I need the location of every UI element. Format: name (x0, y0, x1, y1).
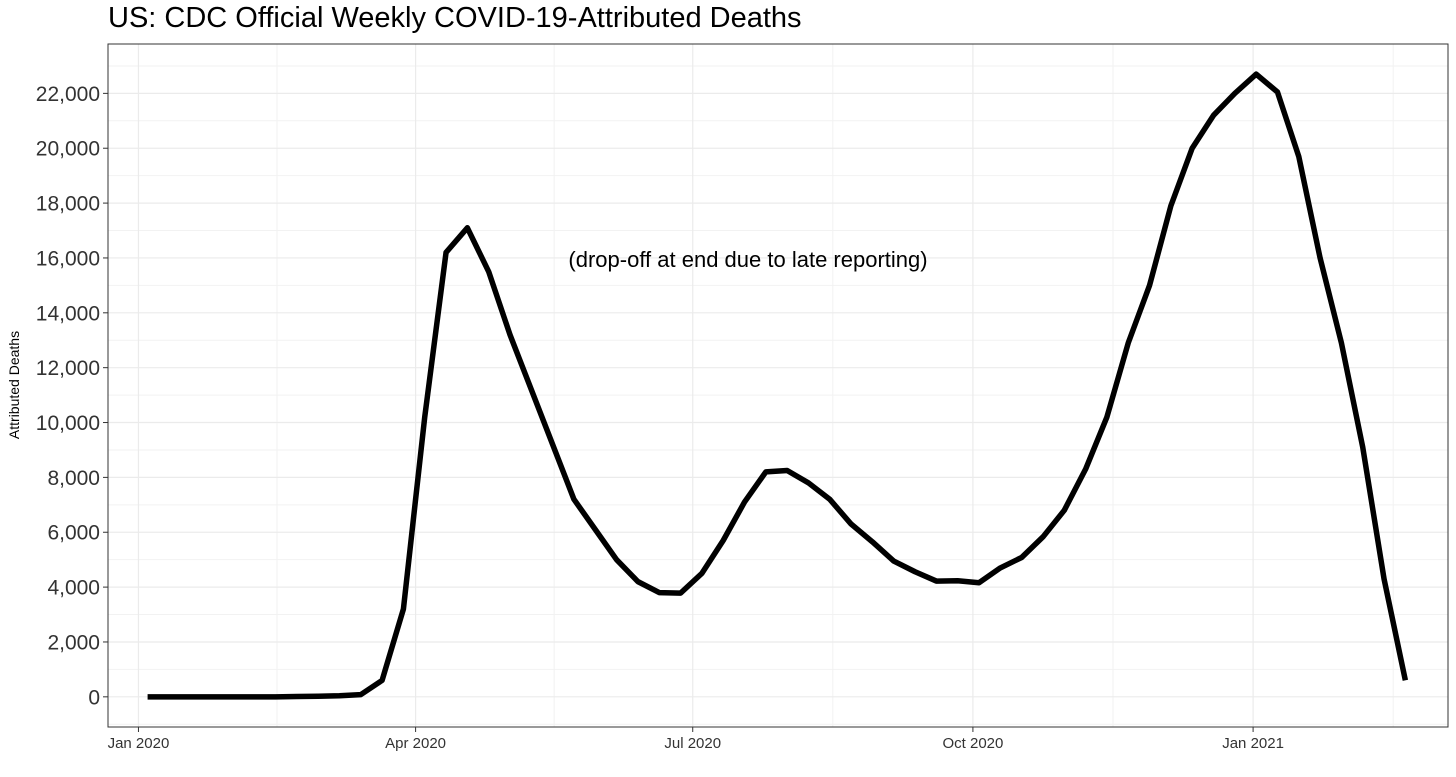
y-tick-label: 2,000 (47, 631, 100, 654)
y-tick-label: 22,000 (36, 83, 100, 106)
y-tick-label: 4,000 (47, 577, 100, 600)
minor-gridlines (108, 44, 1448, 727)
series-line-deaths (147, 71, 1409, 700)
plot-panel-border (107, 43, 1449, 728)
y-axis-label: Attributed Deaths (6, 331, 22, 439)
chart-title: US: CDC Official Weekly COVID-19-Attribu… (108, 2, 802, 34)
y-tick-label: 10,000 (36, 412, 100, 435)
major-gridlines (108, 44, 1448, 727)
x-tick-label: Apr 2020 (385, 735, 446, 752)
y-tick-label: 20,000 (36, 138, 100, 161)
y-tick-label: 12,000 (36, 357, 100, 380)
x-tick-label: Jan 2021 (1222, 735, 1284, 752)
y-tick-label: 18,000 (36, 193, 100, 216)
x-tick-label: Jan 2020 (108, 735, 170, 752)
y-tick-label: 16,000 (36, 247, 100, 270)
y-tick-label: 0 (88, 686, 100, 709)
x-tick-label: Jul 2020 (664, 735, 721, 752)
x-axis: Jan 2020 Apr 2020 Jul 2020 Oct 2020 Jan 2021 (108, 727, 1284, 752)
data-points (145, 72, 1408, 700)
y-tick-label: 6,000 (47, 522, 100, 545)
x-tick-label: Oct 2020 (942, 735, 1003, 752)
y-tick-label: 8,000 (47, 467, 100, 490)
late-reporting-annotation: (drop-off at end due to late reporting) (568, 247, 927, 272)
y-tick-label: 14,000 (36, 302, 100, 325)
y-axis: 0 2,000 4,000 6,000 8,000 10,000 12,000 14,000 1… (36, 83, 108, 709)
